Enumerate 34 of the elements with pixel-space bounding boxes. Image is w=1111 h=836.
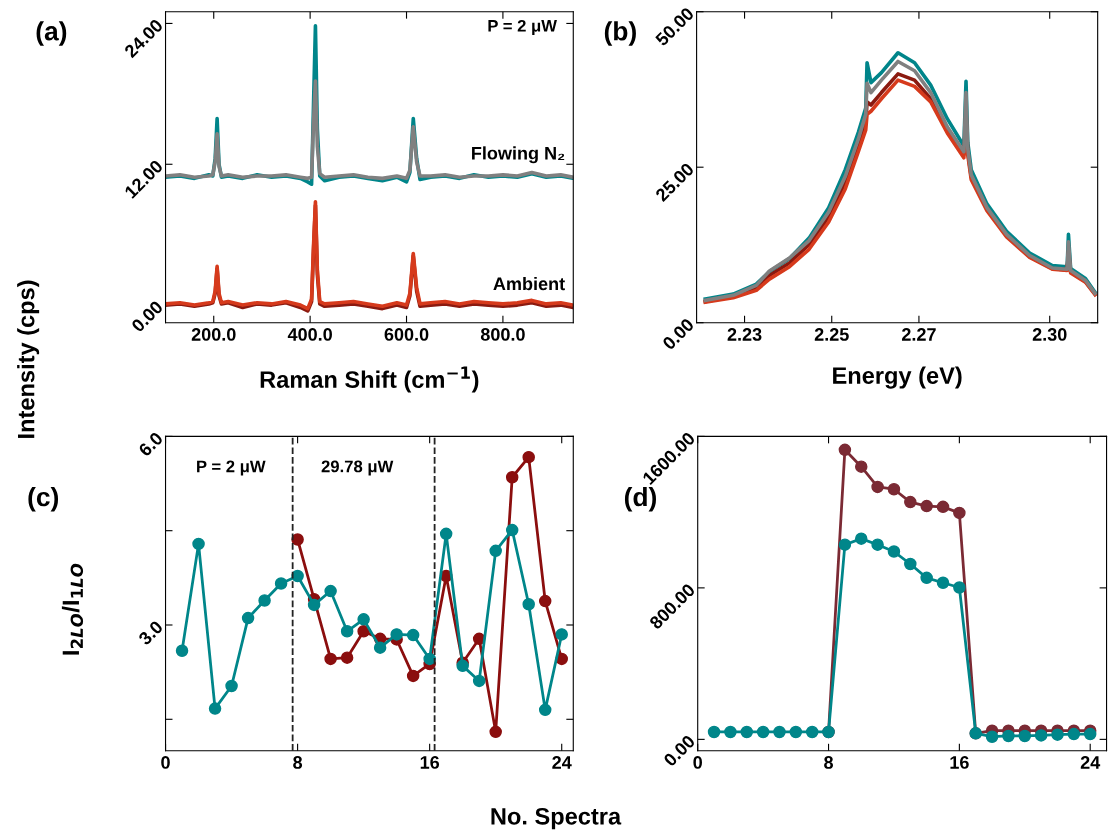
text: (d) xyxy=(624,486,657,512)
x-tick-label: 16 xyxy=(420,756,440,769)
x-tick-label: 8 xyxy=(824,756,834,769)
text: (a) xyxy=(36,21,67,46)
annotation: P = 2 μW xyxy=(488,19,557,35)
x-tick-label: 400.0 xyxy=(287,328,332,341)
text: (b) xyxy=(604,21,636,46)
text: (c) xyxy=(28,486,59,512)
x-axis-title: Raman Shift (cm$^{−1}$) xyxy=(260,366,479,393)
annotation: Flowing N₂ xyxy=(472,146,565,164)
annotation: 29.78 μW xyxy=(321,460,394,476)
y-tick-label: 0.00 xyxy=(661,317,695,351)
y-tick-label: 0.00 xyxy=(130,300,164,333)
x-tick-label: 200.0 xyxy=(191,328,236,341)
x-tick-label: 8 xyxy=(293,756,303,769)
x-tick-label: 800.0 xyxy=(480,328,525,341)
y-axis-title: I$_{2LO}$/I$_{1LO}$ xyxy=(61,563,84,655)
x-axis-title: Energy (eV) xyxy=(833,366,962,389)
x-tick-label: 24 xyxy=(552,756,572,769)
x-tick-label: 600.0 xyxy=(384,328,429,341)
y-tick-label: 6.0 xyxy=(137,431,164,458)
y-axis-title: Intensity (cps) xyxy=(17,280,40,438)
x-tick-label: 2.27 xyxy=(901,328,936,341)
x-tick-label: 0 xyxy=(161,756,170,769)
x-tick-label: 2.25 xyxy=(814,328,849,341)
x-tick-label: 2.23 xyxy=(727,328,762,341)
annotation: Ambient xyxy=(493,276,565,291)
annotation: P = 2 μW xyxy=(197,460,266,476)
x-tick-label: 2.30 xyxy=(1032,328,1067,341)
x-tick-label: 0 xyxy=(693,756,702,769)
x-axis-title: No. Spectra xyxy=(491,807,622,830)
x-tick-label: 24 xyxy=(1080,756,1101,769)
y-tick-label: 3.0 xyxy=(137,619,164,646)
x-tick-label: 16 xyxy=(950,756,969,769)
